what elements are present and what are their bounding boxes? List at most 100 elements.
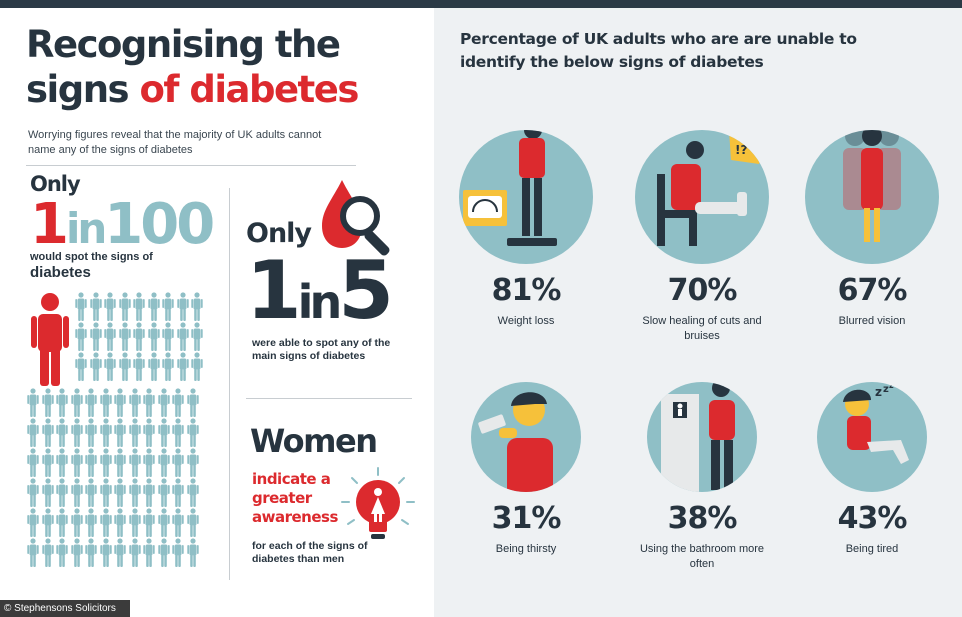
sign-circle	[805, 130, 939, 264]
person-icon	[142, 478, 156, 508]
sign-circle	[647, 382, 757, 492]
person-icon	[186, 538, 200, 568]
sign-bathroom: 38% Using the bathroom more often	[632, 382, 772, 572]
svg-text:z: z	[889, 382, 894, 390]
person-icon	[26, 538, 40, 568]
sign-tired: z z z 43% Being tired	[802, 382, 942, 557]
person-icon	[113, 508, 127, 538]
person-icon	[186, 448, 200, 478]
person-icon	[103, 322, 117, 352]
person-icon	[26, 418, 40, 448]
cut-foot-icon: !?	[657, 130, 765, 246]
person-icon	[70, 508, 84, 538]
person-icon	[99, 508, 113, 538]
person-icon	[161, 352, 175, 382]
sign-weight-loss: 81% Weight loss	[456, 130, 596, 329]
stat-1in100-text: would spot the signs of diabetes	[30, 251, 170, 282]
sign-label: Using the bathroom more often	[639, 543, 765, 570]
drinking-person-icon	[478, 392, 553, 492]
sign-pct: 81%	[491, 273, 562, 308]
person-icon	[128, 418, 142, 448]
person-icon	[41, 478, 55, 508]
stat-1in5-number: 1in5	[246, 250, 394, 343]
person-icon	[142, 538, 156, 568]
person-icon	[128, 538, 142, 568]
sign-pct: 67%	[837, 273, 908, 308]
person-icon	[161, 322, 175, 352]
person-icon	[171, 478, 185, 508]
person-icon	[186, 388, 200, 418]
person-icon	[74, 352, 88, 382]
person-icon	[99, 388, 113, 418]
person-icon	[26, 448, 40, 478]
person-icon	[128, 448, 142, 478]
person-icon	[113, 448, 127, 478]
svg-text:z: z	[875, 385, 882, 399]
person-icon	[132, 322, 146, 352]
divider	[229, 188, 230, 580]
person-icon	[190, 352, 204, 382]
person-icon	[55, 508, 69, 538]
person-icon	[171, 388, 185, 418]
person-icon	[142, 418, 156, 448]
person-icon	[84, 448, 98, 478]
stat-1in100-num2: 100	[104, 192, 215, 257]
stat-1in5-in: in	[297, 275, 342, 329]
right-title: Percentage of UK adults who are are unab…	[460, 30, 857, 71]
person-icon	[142, 388, 156, 418]
divider	[246, 398, 412, 399]
stat-1in5-num2: 5	[338, 244, 394, 337]
people-grid-bottom	[26, 388, 200, 568]
person-icon	[55, 478, 69, 508]
stat-1in100-num1: 1	[30, 192, 69, 257]
person-icon	[186, 478, 200, 508]
blurred-woman-icon	[843, 130, 901, 242]
person-icon	[113, 388, 127, 418]
person-icon	[142, 508, 156, 538]
person-icon	[26, 388, 40, 418]
stat-1in100-number: 1in100	[30, 192, 215, 262]
person-icon	[99, 538, 113, 568]
person-icon	[147, 292, 161, 322]
person-icon	[55, 448, 69, 478]
blood-drop-magnifier-icon	[322, 180, 390, 256]
person-icon	[118, 292, 132, 322]
svg-text:z: z	[883, 384, 889, 395]
stat-1in100-only: Only	[30, 172, 81, 196]
person-icon	[171, 538, 185, 568]
person-icon	[55, 388, 69, 418]
sign-pct: 31%	[491, 501, 562, 536]
person-icon	[147, 352, 161, 382]
red-person-icon	[31, 293, 69, 386]
top-bar	[0, 0, 962, 8]
stat-1in100-line1: would spot the signs of	[30, 251, 153, 263]
sign-circle	[471, 382, 581, 492]
person-icon	[157, 538, 171, 568]
person-icon	[70, 388, 84, 418]
person-icon	[84, 538, 98, 568]
scale-person-icon	[463, 130, 557, 246]
sign-pct: 70%	[667, 273, 738, 308]
person-icon	[157, 448, 171, 478]
person-icon	[26, 478, 40, 508]
person-icon	[41, 388, 55, 418]
stat-1in100-line2: diabetes	[30, 264, 91, 281]
person-icon	[103, 352, 117, 382]
person-icon	[157, 478, 171, 508]
person-icon	[41, 538, 55, 568]
sign-blurred-vision: 67% Blurred vision	[802, 130, 942, 329]
person-icon	[147, 322, 161, 352]
person-icon	[41, 418, 55, 448]
person-icon	[70, 418, 84, 448]
person-icon	[99, 478, 113, 508]
sign-circle	[459, 130, 593, 264]
tired-woman-icon: z z z	[843, 382, 909, 464]
person-icon	[89, 352, 103, 382]
person-icon	[176, 292, 190, 322]
lightbulb-woman-icon	[341, 467, 415, 539]
person-icon	[89, 322, 103, 352]
person-icon	[128, 478, 142, 508]
person-icon	[41, 508, 55, 538]
person-icon	[103, 292, 117, 322]
subtitle: Worrying figures reveal that the majorit…	[28, 129, 322, 156]
